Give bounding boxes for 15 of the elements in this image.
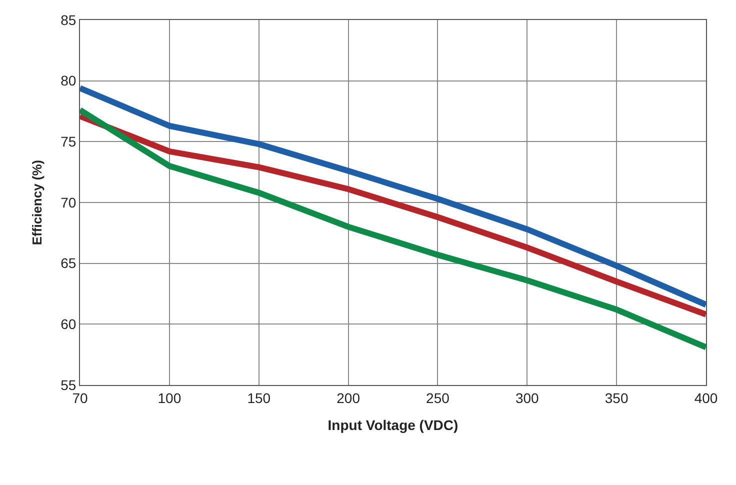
x-tick-label: 200: [336, 390, 360, 406]
y-tick-label: 70: [60, 194, 76, 210]
y-tick-label: 80: [60, 72, 76, 89]
x-tick-label: 150: [247, 390, 271, 406]
x-axis-title: Input Voltage (VDC): [328, 417, 458, 434]
x-tick-label: 350: [604, 390, 628, 406]
y-axis-title: Efficiency (%): [30, 160, 45, 246]
x-tick-label: 400: [694, 390, 718, 406]
x-tick-label: 100: [158, 390, 182, 406]
y-tick-label: 75: [60, 134, 76, 150]
y-tick-label: 60: [60, 316, 76, 332]
y-tick-label: 65: [60, 255, 76, 272]
x-tick-label: 300: [515, 390, 540, 406]
y-tick-label: 85: [60, 12, 76, 28]
x-tick-label: 250: [426, 390, 450, 406]
